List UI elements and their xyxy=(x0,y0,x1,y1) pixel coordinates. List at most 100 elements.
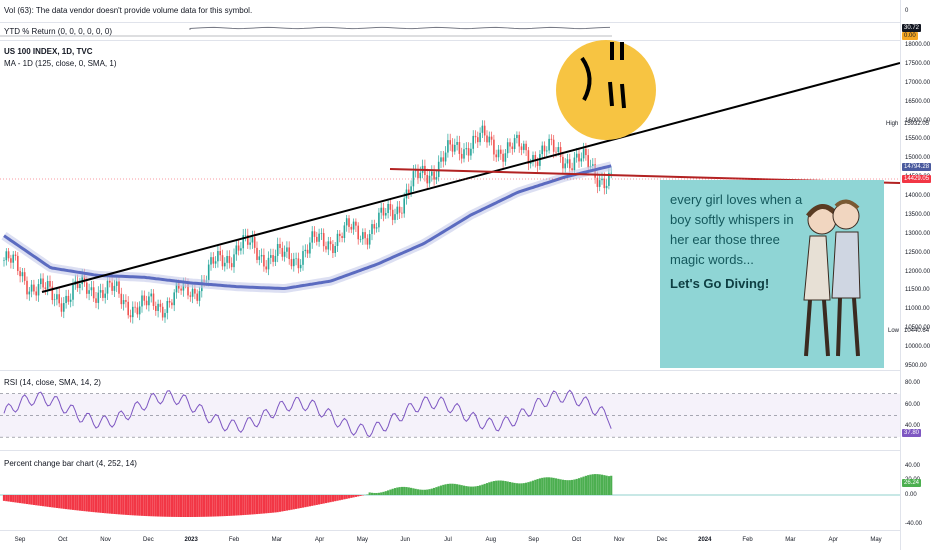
pct-bar xyxy=(180,495,183,517)
candle-body xyxy=(265,266,267,270)
pct-bar xyxy=(433,487,436,495)
candle-body xyxy=(109,280,111,283)
pane-separator[interactable] xyxy=(0,22,932,23)
price-tick: 12500.00 xyxy=(905,249,931,256)
candle-body xyxy=(460,153,463,159)
time-tick: Nov xyxy=(100,537,111,543)
pct-bar xyxy=(152,495,155,517)
pct-bar xyxy=(239,495,242,516)
pane-separator[interactable] xyxy=(0,530,932,531)
pct-bar xyxy=(134,495,137,516)
pct-bar xyxy=(122,495,125,515)
time-tick: Sep xyxy=(14,537,26,543)
candle-body xyxy=(111,282,113,291)
pct-bar xyxy=(281,495,284,512)
symbol-label[interactable]: US 100 INDEX, 1D, TVC xyxy=(4,47,93,56)
pct-bar xyxy=(384,491,387,495)
pct-bar xyxy=(373,492,376,495)
candle-body xyxy=(210,257,212,265)
candle-body xyxy=(10,258,12,263)
pct-bar xyxy=(228,495,231,516)
pct-bar xyxy=(219,495,222,517)
pct-bar xyxy=(557,478,560,495)
pct-bar xyxy=(474,486,477,495)
candle-body xyxy=(511,146,514,150)
pct-bar xyxy=(283,495,286,511)
candle-body xyxy=(483,125,486,136)
pct-bar xyxy=(469,486,472,495)
candle-body xyxy=(23,272,26,281)
candle-body xyxy=(224,262,226,267)
candle-body xyxy=(366,238,369,245)
candle-body xyxy=(309,242,311,254)
pct-bar xyxy=(39,495,42,506)
pct-bar xyxy=(288,495,291,511)
candle-body xyxy=(35,291,37,296)
pct-bar xyxy=(387,490,390,495)
pct-bar xyxy=(584,475,587,495)
pct-bar xyxy=(462,485,466,495)
pct-bar xyxy=(380,492,383,495)
candle-body xyxy=(467,148,470,156)
candle-body xyxy=(500,149,502,154)
pct-bar xyxy=(575,478,578,495)
candle-body xyxy=(357,225,359,240)
pct-bar xyxy=(42,495,45,507)
candle-body xyxy=(417,170,419,179)
candle-body xyxy=(14,254,17,256)
pct-bar xyxy=(327,495,330,503)
pane-separator[interactable] xyxy=(0,370,932,371)
pct-bar xyxy=(352,495,355,498)
chart-canvas[interactable] xyxy=(0,0,900,550)
candle-body xyxy=(550,138,553,140)
pct-bar xyxy=(531,480,535,495)
pct-bar xyxy=(97,495,100,513)
candle-body xyxy=(129,315,132,318)
pct-bar xyxy=(444,484,447,495)
rsi-tick: 40.00 xyxy=(905,423,921,430)
pct-bar xyxy=(76,495,79,511)
candle-body xyxy=(350,226,353,230)
rsi-label[interactable]: RSI (14, close, SMA, 14, 2) xyxy=(4,378,101,387)
pct-tick: -40.00 xyxy=(905,521,923,528)
candle-body xyxy=(412,171,415,187)
candle-body xyxy=(456,142,458,145)
candle-body xyxy=(552,139,555,152)
candle-body xyxy=(419,172,422,179)
pane-separator[interactable] xyxy=(0,450,932,451)
candle-body xyxy=(608,172,610,186)
pct-bar xyxy=(166,495,169,517)
price-axis[interactable]: 0 30.72 0.00 18000.00 17500.00 17000.00 165… xyxy=(900,0,932,550)
candle-body xyxy=(449,140,451,145)
pct-bar xyxy=(99,495,102,513)
pane-separator[interactable] xyxy=(0,40,932,41)
pct-bar xyxy=(382,491,385,495)
candle-body xyxy=(329,241,332,245)
pct-bar xyxy=(297,495,300,509)
candle-body xyxy=(69,299,72,302)
ytd-tag: 30.72 xyxy=(902,24,922,32)
candle-body xyxy=(316,236,318,242)
pct-bar xyxy=(437,486,440,495)
pct-bar xyxy=(74,495,77,511)
pct-bar xyxy=(253,495,256,515)
candle-body xyxy=(575,153,578,158)
candle-body xyxy=(217,251,219,262)
pct-bar xyxy=(138,495,141,516)
pct-bar xyxy=(193,495,196,517)
pct-bar xyxy=(170,495,173,517)
candle-body xyxy=(490,136,493,140)
pct-label[interactable]: Percent change bar chart (4, 252, 14) xyxy=(4,459,137,468)
pct-bar xyxy=(88,495,91,512)
candle-body xyxy=(477,137,479,143)
ma-label[interactable]: MA - 1D (125, close, 0, SMA, 1) xyxy=(4,59,117,68)
time-tick: Dec xyxy=(143,537,154,543)
candle-body xyxy=(288,247,290,260)
candle-body xyxy=(403,198,405,214)
pct-bar xyxy=(269,495,272,513)
pct-bar xyxy=(414,488,417,495)
candle-body xyxy=(410,186,412,193)
candle-body xyxy=(571,168,573,171)
candle-body xyxy=(375,227,378,229)
candle-body xyxy=(387,203,389,214)
